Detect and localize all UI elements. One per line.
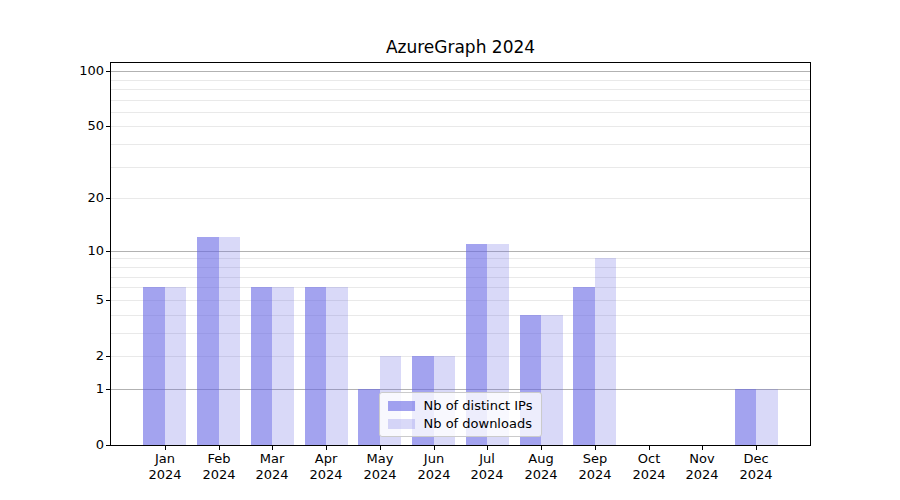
x-tick-mark [702,446,703,450]
bar-distinct-ips-dec [735,389,757,445]
x-tick-mark [165,446,166,450]
x-tick-mark [219,446,220,450]
x-tick-mark [434,446,435,450]
x-tick-mark [541,446,542,450]
y-tick-mark [106,251,110,252]
x-tick-mark [487,446,488,450]
y-tick-label: 50 [24,118,104,134]
chart-title: AzureGraph 2024 [111,37,810,57]
bar-downloads-dec [756,389,778,445]
x-tick-label-dec: Dec2024 [721,451,791,483]
bar-distinct-ips-sep [573,287,595,445]
y-tick-label: 2 [24,348,104,364]
bar-distinct-ips-mar [251,287,273,445]
bar-distinct-ips-may [358,389,380,445]
x-tick-mark [380,446,381,450]
bar-downloads-mar [272,287,294,445]
bar-downloads-sep [595,258,617,445]
y-tick-label: 100 [24,63,104,79]
bar-distinct-ips-feb [197,237,219,445]
y-tick-mark [106,126,110,127]
y-tick-mark [106,300,110,301]
bar-distinct-ips-jan [143,287,165,445]
x-tick-mark [649,446,650,450]
y-tick-mark [106,445,110,446]
y-tick-label: 20 [24,190,104,206]
legend-swatch-distinct-ips [388,401,415,411]
bar-downloads-aug [541,315,563,445]
figure: AzureGraph 2024 Nb of distinct IPs Nb of… [0,0,900,500]
y-tick-mark [106,356,110,357]
y-tick-mark [106,198,110,199]
x-tick-mark [756,446,757,450]
bars-layer [111,63,810,445]
bar-distinct-ips-apr [305,287,327,445]
y-tick-mark [106,71,110,72]
y-tick-label: 10 [24,243,104,259]
x-tick-mark [272,446,273,450]
bar-downloads-feb [219,237,241,445]
legend: Nb of distinct IPs Nb of downloads [379,392,543,437]
x-tick-year: 2024 [721,467,791,483]
plot-area: Nb of distinct IPs Nb of downloads [110,62,811,446]
bar-downloads-apr [326,287,348,445]
legend-entry-distinct-ips: Nb of distinct IPs [388,398,533,413]
legend-entry-downloads: Nb of downloads [388,416,533,431]
y-tick-mark [106,389,110,390]
x-tick-month: Dec [721,451,791,467]
legend-label-downloads: Nb of downloads [424,416,532,431]
bar-downloads-jan [165,287,187,445]
x-tick-mark [595,446,596,450]
legend-label-distinct-ips: Nb of distinct IPs [424,398,533,413]
y-tick-label: 1 [24,381,104,397]
legend-swatch-downloads [388,419,415,429]
y-tick-label: 5 [24,292,104,308]
x-tick-mark [326,446,327,450]
y-tick-label: 0 [24,437,104,453]
